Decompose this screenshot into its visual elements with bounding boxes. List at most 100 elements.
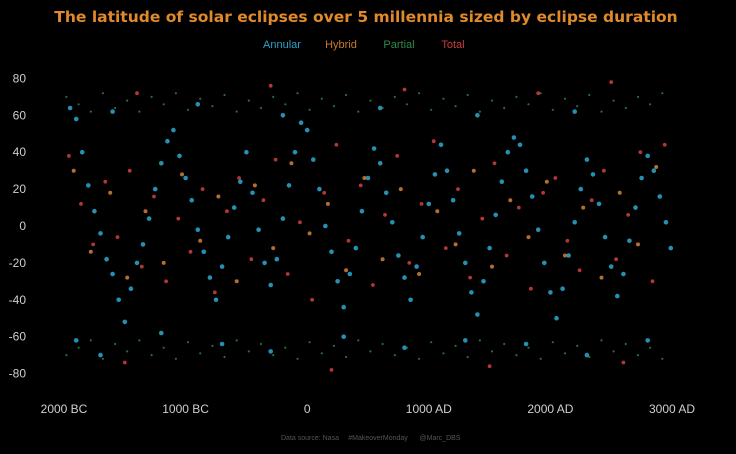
point-hybrid [453, 242, 458, 247]
point-partial [114, 106, 117, 110]
point-total [371, 283, 375, 287]
point-partial [211, 105, 214, 108]
point-total [79, 202, 83, 206]
point-annular [566, 253, 571, 258]
point-total [402, 87, 407, 92]
point-annular [311, 157, 316, 162]
point-annular [645, 153, 650, 159]
point-annular [529, 194, 535, 199]
point-annular [159, 330, 164, 336]
point-annular [317, 186, 322, 192]
point-annular [110, 271, 115, 277]
point-hybrid [325, 201, 330, 206]
point-annular [523, 168, 529, 173]
point-total [200, 187, 205, 192]
point-hybrid [344, 268, 349, 273]
point-hybrid [71, 168, 76, 173]
y-tick-label: 20 [13, 182, 27, 196]
point-annular [396, 253, 401, 258]
point-annular [280, 113, 286, 118]
point-annular [219, 264, 225, 269]
point-partial [405, 103, 408, 106]
point-annular [341, 334, 347, 340]
point-hybrid [526, 235, 531, 240]
point-hybrid [563, 253, 567, 258]
point-partial [308, 108, 311, 111]
point-total [164, 279, 169, 284]
x-tick-label: 2000 BC [41, 402, 88, 416]
point-total [626, 213, 631, 217]
point-partial [211, 344, 214, 347]
point-annular [238, 179, 243, 184]
point-annular [463, 338, 468, 343]
point-total [553, 176, 558, 180]
point-partial [442, 352, 445, 355]
point-partial [174, 357, 177, 360]
point-annular [668, 245, 674, 251]
point-annular [189, 197, 194, 203]
point-partial [259, 342, 263, 346]
point-annular [548, 290, 553, 295]
point-partial [551, 341, 554, 344]
point-hybrid [108, 190, 113, 195]
point-partial [126, 99, 129, 102]
point-total [188, 249, 193, 254]
point-total [480, 216, 485, 221]
point-annular [292, 149, 298, 155]
point-total [602, 168, 606, 173]
point-annular [408, 297, 413, 303]
point-partial [186, 341, 190, 344]
point-annular [517, 142, 523, 148]
point-partial [636, 95, 640, 98]
point-partial [101, 357, 104, 360]
footer-source: Data source: Nasa [281, 435, 339, 442]
legend-hybrid: Hybrid [325, 39, 357, 51]
point-annular [645, 338, 650, 343]
point-partial [588, 355, 591, 359]
point-partial [503, 106, 506, 110]
point-partial [466, 93, 469, 97]
point-partial [186, 108, 190, 111]
point-total [249, 257, 254, 262]
point-annular [469, 290, 474, 295]
point-total [329, 368, 334, 372]
point-annular [487, 245, 492, 251]
point-annular [298, 120, 304, 125]
point-annular [341, 304, 347, 310]
point-hybrid [234, 279, 239, 284]
point-total [577, 268, 582, 273]
point-partial [588, 93, 591, 97]
point-annular [359, 208, 365, 214]
point-total [662, 142, 667, 147]
point-hybrid [125, 275, 130, 280]
point-annular [159, 161, 164, 166]
point-annular [195, 227, 201, 232]
point-partial [539, 92, 542, 95]
point-partial [418, 357, 421, 360]
point-partial [454, 105, 457, 108]
point-annular [621, 271, 626, 277]
y-tick-label: -40 [9, 293, 27, 307]
point-annular [67, 105, 73, 111]
point-total [407, 261, 412, 265]
point-total [609, 80, 614, 84]
point-partial [442, 97, 445, 100]
point-total [536, 91, 541, 96]
y-tick-label: 80 [13, 71, 27, 85]
x-tick-label: 1000 AD [406, 402, 452, 416]
point-total [212, 290, 217, 295]
point-annular [554, 315, 559, 321]
point-total [261, 198, 266, 203]
point-partial [478, 339, 481, 342]
x-tick-label: 1000 BC [162, 402, 209, 416]
point-annular [110, 109, 115, 114]
point-annular [456, 231, 462, 236]
point-partial [89, 110, 92, 113]
point-partial [393, 354, 396, 357]
point-partial [600, 110, 603, 113]
point-partial [272, 95, 275, 98]
point-total [139, 264, 144, 269]
point-hybrid [508, 198, 513, 203]
point-annular [98, 352, 103, 358]
point-hybrid [435, 209, 440, 214]
